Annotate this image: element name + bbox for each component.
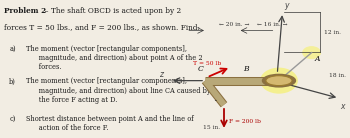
Ellipse shape <box>302 46 321 59</box>
Text: z: z <box>159 70 163 79</box>
Text: 18 in.: 18 in. <box>329 73 346 78</box>
Text: The moment (vector [rectangular components],
      magnitude, and direction) abo: The moment (vector [rectangular componen… <box>27 77 211 104</box>
Ellipse shape <box>260 68 298 94</box>
Text: c): c) <box>9 115 16 123</box>
Text: Shortest distance between point A and the line of
      action of the force F.: Shortest distance between point A and th… <box>27 115 194 132</box>
Text: F = 200 lb: F = 200 lb <box>229 119 261 124</box>
Text: y: y <box>284 1 289 10</box>
Text: A: A <box>314 55 320 63</box>
Text: C: C <box>197 65 203 73</box>
Circle shape <box>266 76 292 86</box>
Text: ← 20 in. →: ← 20 in. → <box>219 22 250 27</box>
Text: 15 in.: 15 in. <box>203 125 220 130</box>
Text: B: B <box>243 65 248 73</box>
Text: – The shaft OBCD is acted upon by 2: – The shaft OBCD is acted upon by 2 <box>40 7 181 15</box>
Circle shape <box>262 74 295 87</box>
Text: D: D <box>215 95 220 104</box>
Text: 12 in.: 12 in. <box>324 30 341 35</box>
Text: forces T = 50 lbs., and F = 200 lbs., as shown. Find:: forces T = 50 lbs., and F = 200 lbs., as… <box>4 23 200 31</box>
Text: T = 50 lb: T = 50 lb <box>193 61 221 66</box>
Text: The moment (vector [rectangular components],
      magnitude, and direction) abo: The moment (vector [rectangular componen… <box>27 45 203 71</box>
Text: a): a) <box>9 45 16 53</box>
Text: b): b) <box>9 77 16 85</box>
Text: Problem 2: Problem 2 <box>4 7 47 15</box>
Text: x: x <box>340 102 345 111</box>
Text: ← 16 in. →: ← 16 in. → <box>257 22 287 27</box>
